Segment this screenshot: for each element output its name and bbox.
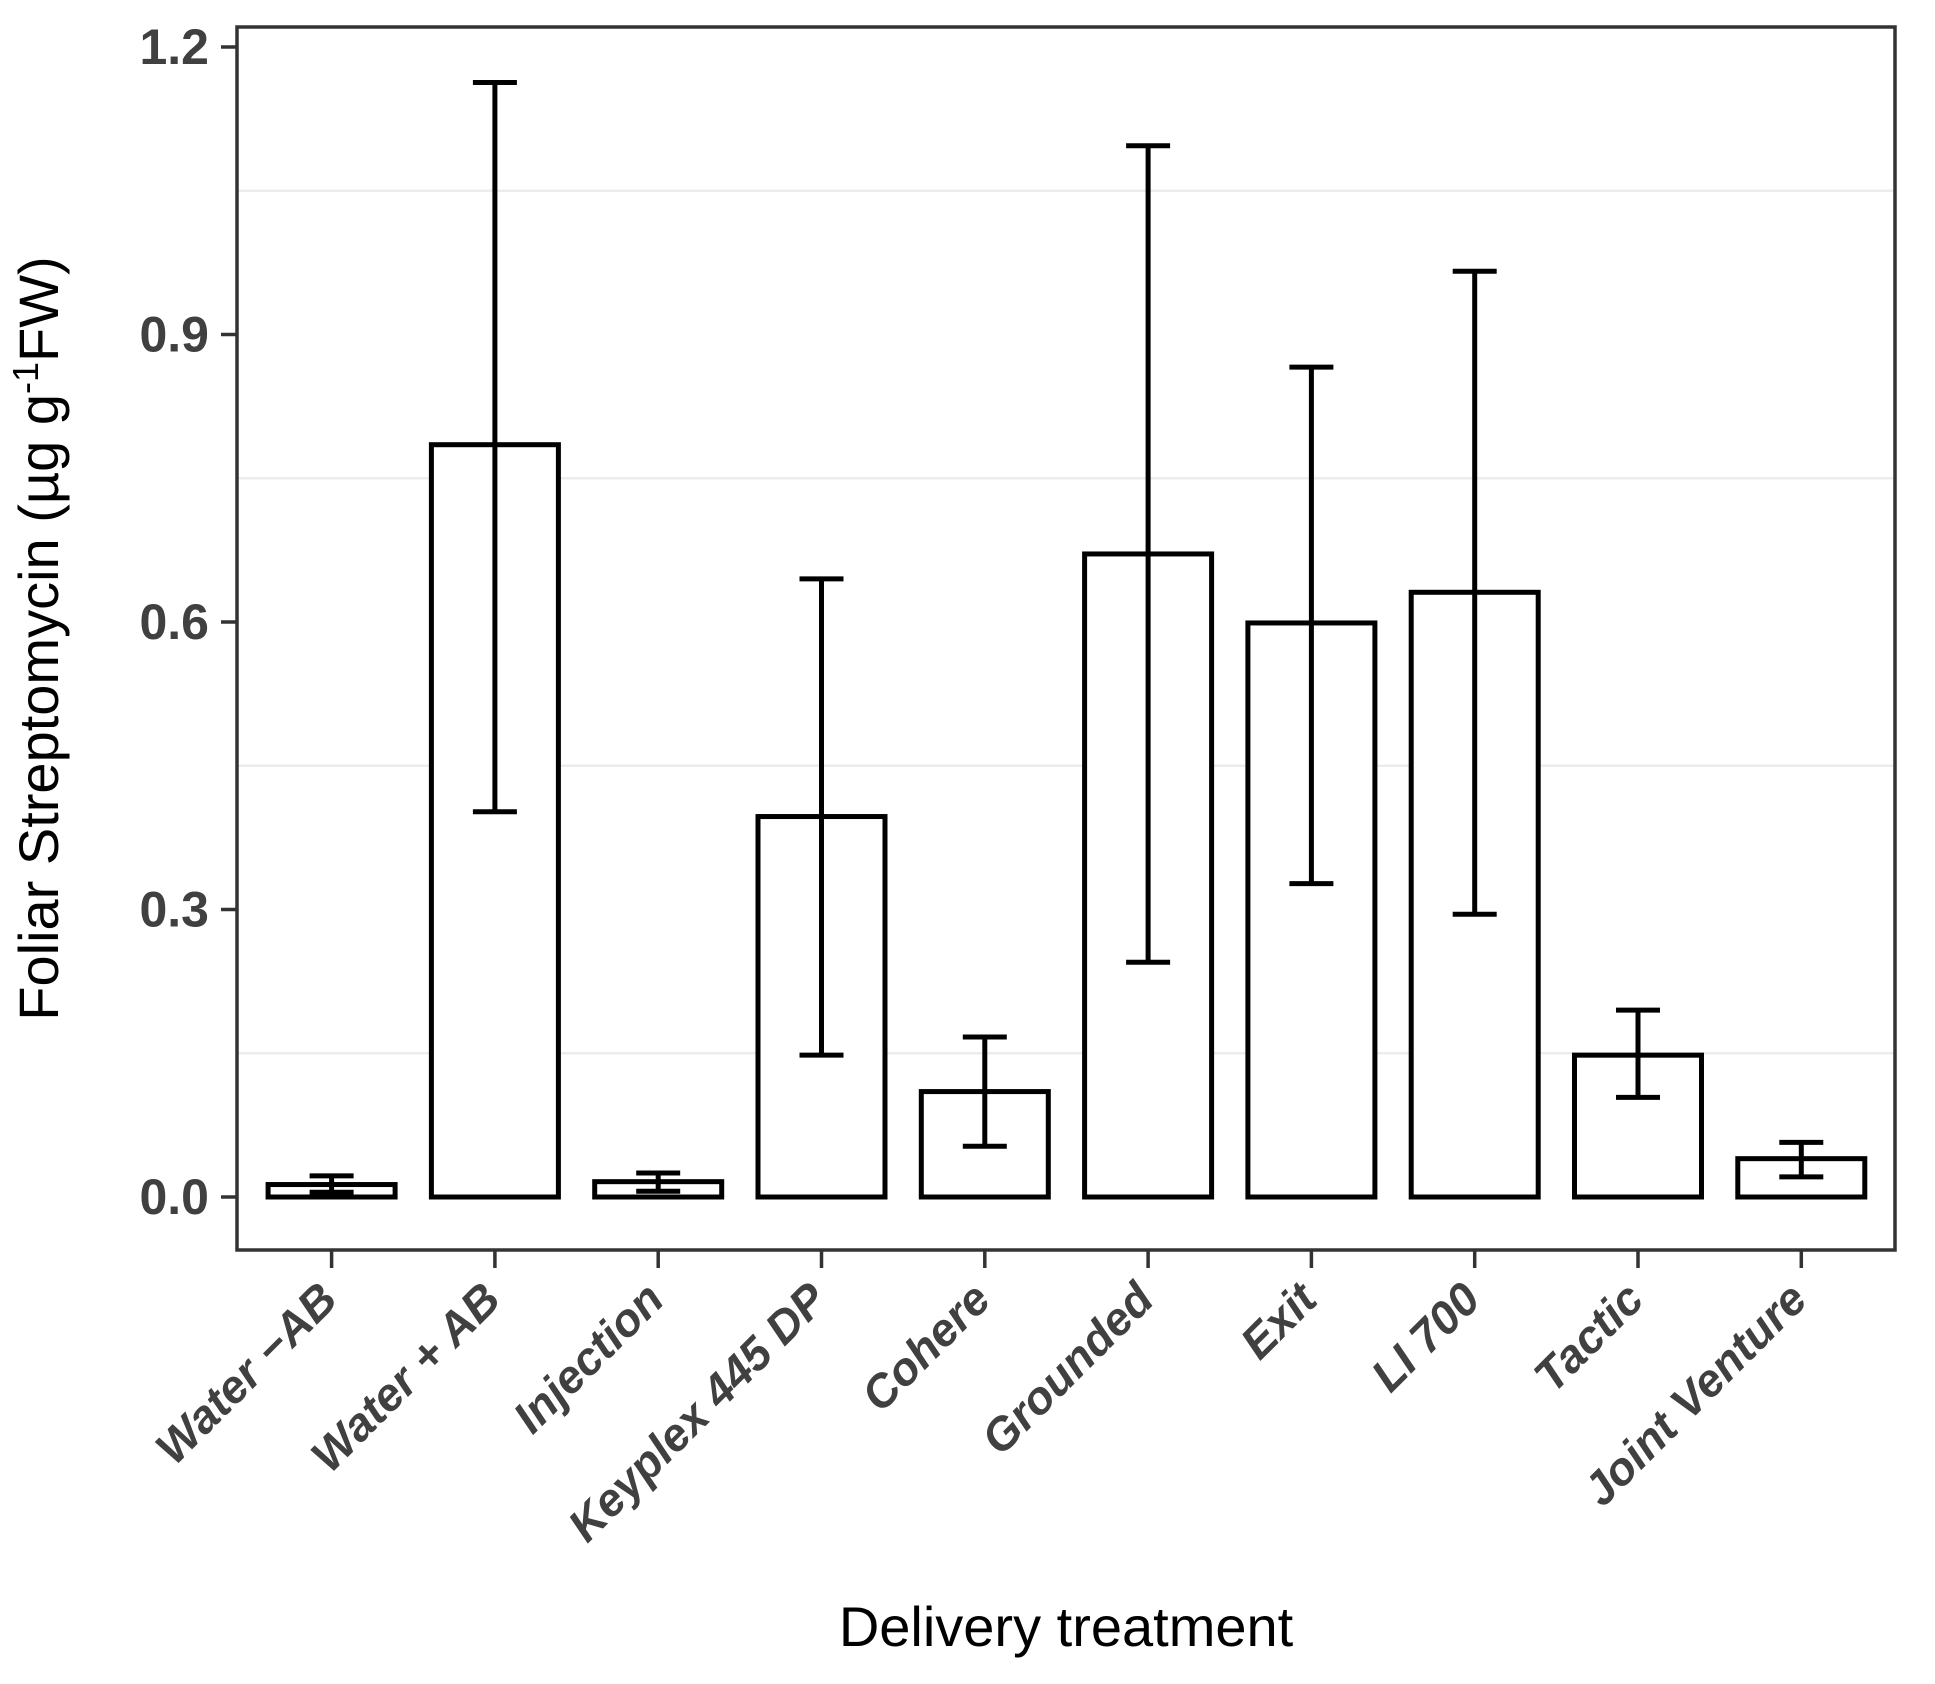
y-axis-title: Foliar Streptomycin (µg g-1FW) (5, 256, 70, 1020)
error-bar-9 (1616, 1007, 1660, 1100)
y-tick-label: 0.6 (139, 594, 209, 650)
error-bar-4 (799, 576, 844, 1058)
x-tick-label: Tactic (1523, 1272, 1653, 1402)
error-bar-1 (309, 1173, 354, 1195)
y-tick-label: 0.0 (139, 1169, 209, 1225)
y-axis-title-part: Foliar Streptomycin (µg g (7, 394, 70, 1021)
x-tick-label: Exit (1230, 1271, 1328, 1369)
x-tick-label: LI 700 (1361, 1272, 1490, 1401)
error-bars-layer (309, 79, 1824, 1195)
error-bar-10 (1779, 1139, 1824, 1180)
x-tick-label: Cohere (851, 1272, 1000, 1421)
error-bar-8 (1452, 268, 1497, 917)
panel-border (235, 25, 1897, 1252)
panel-border-layer (235, 25, 1897, 1252)
y-tick-label: 1.2 (139, 19, 209, 75)
error-bar-6 (1126, 143, 1171, 965)
y-tick-label: 0.9 (139, 307, 209, 363)
error-bar-5 (962, 1034, 1007, 1149)
x-tick-label: Injection (503, 1272, 674, 1443)
bars-layer (265, 442, 1868, 1200)
x-axis-title: Delivery treatment (839, 1595, 1294, 1658)
y-tick-label: 0.3 (139, 882, 209, 938)
x-tick-label: Grounded (971, 1272, 1164, 1465)
y-axis-title-part: FW) (7, 256, 70, 362)
error-bar-2 (472, 79, 517, 815)
error-bar-3 (636, 1170, 681, 1194)
y-axis-title-superscript: -1 (5, 362, 46, 394)
error-bar-7 (1289, 364, 1334, 887)
